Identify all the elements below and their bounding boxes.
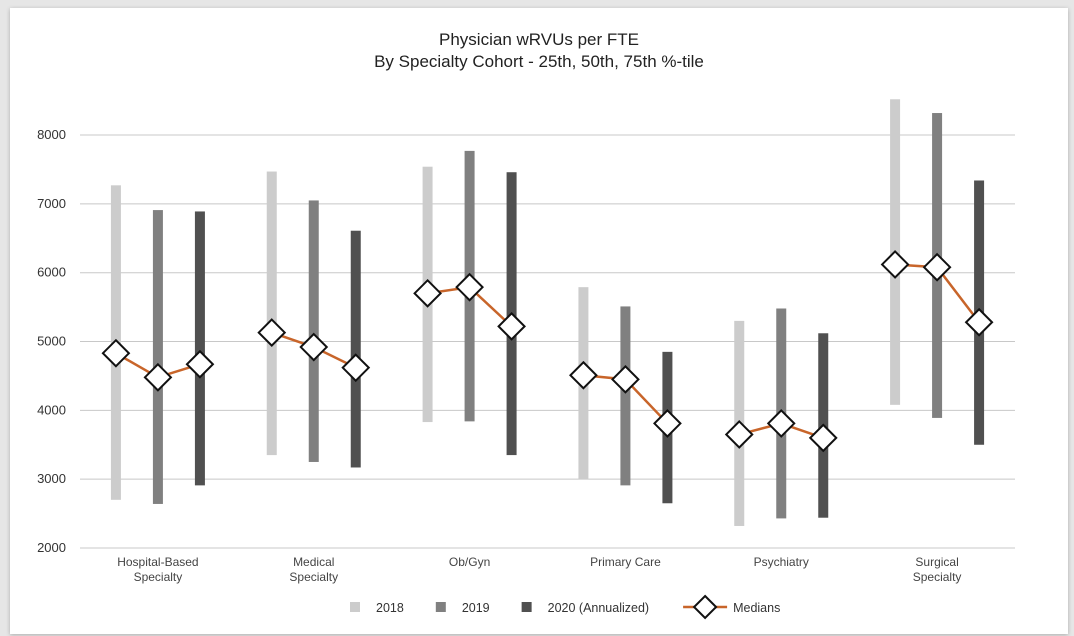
median-marker <box>257 318 287 347</box>
median-marker <box>185 349 215 379</box>
median-marker <box>653 409 682 438</box>
range-bar <box>308 200 319 462</box>
y-tick-label: 2000 <box>37 540 66 555</box>
chart-title: Physician wRVUs per FTE <box>439 30 639 49</box>
x-category-label: Ob/Gyn <box>449 555 490 569</box>
y-tick-label: 7000 <box>37 196 66 211</box>
x-category-label: Hospital-Based <box>117 555 198 569</box>
chart-subtitle: By Specialty Cohort - 25th, 50th, 75th %… <box>374 52 704 71</box>
x-category-label: Psychiatry <box>754 555 809 569</box>
y-tick-label: 4000 <box>37 402 66 417</box>
x-category-label: Specialty <box>913 570 962 584</box>
median-marker <box>101 338 131 368</box>
x-category-label: Surgical <box>915 555 958 569</box>
range-bar <box>350 230 361 468</box>
median-marker <box>922 252 952 282</box>
range-bar <box>266 171 277 456</box>
legend-label: 2019 <box>462 601 490 615</box>
median-marker <box>724 420 754 449</box>
range-chart: 2000 3000 4000 5000 6000 7000 8000 Hospital-Bas… <box>37 99 1015 620</box>
chart-card: Physician wRVUs per FTE By Specialty Coh… <box>10 8 1068 634</box>
y-tick-label: 6000 <box>37 265 66 280</box>
legend-swatch <box>435 602 446 612</box>
median-marker <box>497 311 526 341</box>
median-marker <box>964 307 994 337</box>
x-category-label: Specialty <box>289 570 338 584</box>
range-bar <box>152 210 163 504</box>
legend-label: 2018 <box>376 601 404 615</box>
x-category-label: Primary Care <box>590 555 661 569</box>
y-tick-label: 5000 <box>37 334 66 349</box>
median-marker <box>143 362 173 392</box>
median-marker <box>766 409 796 438</box>
range-bar <box>194 211 205 486</box>
median-marker <box>413 278 442 308</box>
legend-median-marker <box>692 594 718 620</box>
x-category-label: Medical <box>293 555 334 569</box>
x-category-label: Specialty <box>134 570 183 584</box>
y-tick-label: 8000 <box>37 127 66 142</box>
median-marker <box>880 250 910 279</box>
legend-label: 2020 (Annualized) <box>548 601 649 615</box>
legend-label: Medians <box>733 601 780 615</box>
median-marker <box>569 360 598 390</box>
median-marker <box>611 364 640 394</box>
median-marker <box>341 353 371 383</box>
median-marker <box>299 332 329 362</box>
y-tick-label: 3000 <box>37 471 66 486</box>
range-bar <box>620 306 631 486</box>
legend-swatch <box>521 602 532 612</box>
legend-swatch <box>350 602 360 612</box>
median-marker <box>455 272 484 302</box>
median-marker <box>808 423 838 453</box>
